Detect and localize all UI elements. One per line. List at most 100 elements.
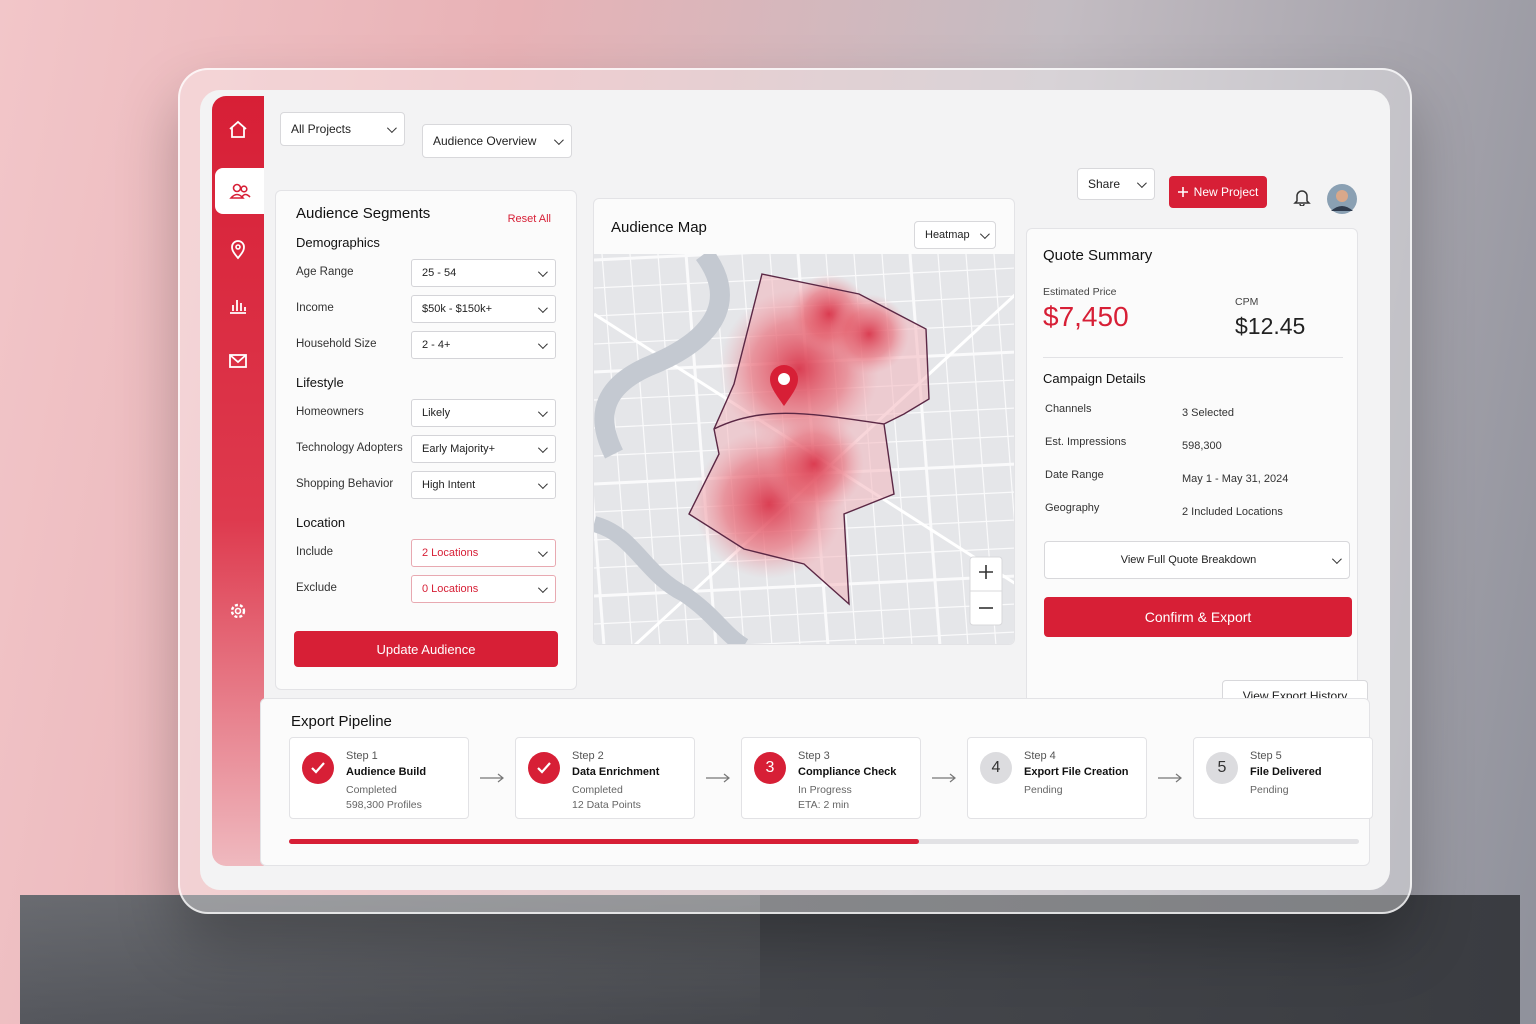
group-title: Location [296,515,346,530]
map-mode-dropdown[interactable]: Heatmap [914,221,996,249]
select-value: Likely [422,407,451,419]
road [657,254,689,644]
pedestal-highlight [20,895,760,1024]
road [594,254,753,262]
step-status: Completed [346,784,397,796]
field-label: Homeowners [296,406,364,418]
share-button[interactable]: Share [1077,168,1155,200]
nav-location[interactable] [212,226,264,272]
field-label: Age Range [296,266,354,278]
arrow-icon [932,773,956,783]
step-check [528,752,560,784]
chevron [1331,553,1342,564]
quote-breakdown-dropdown[interactable]: View Full Quote Breakdown [1044,541,1350,579]
field-select[interactable]: Likely [411,399,556,427]
chevron [386,122,397,133]
field-select[interactable]: High Intent [411,471,556,499]
select-value: Early Majority+ [422,443,496,455]
nav-settings[interactable] [212,588,264,634]
field-select[interactable]: 0 Locations [411,575,556,603]
field-label: Shopping Behavior [296,478,394,490]
field-label: Household Size [296,338,377,350]
step-arrow [1147,773,1193,783]
view-dropdown[interactable]: Audience Overview [422,124,572,158]
nav-messages[interactable] [212,338,264,384]
field-select[interactable]: 2 - 4+ [411,331,556,359]
check-mark [537,762,551,774]
notification-bell[interactable] [1293,188,1311,206]
field-label: Income [296,302,334,314]
river [594,516,749,644]
button-text: New Project [1193,185,1259,199]
panel-title: Export Pipeline [291,713,392,730]
pipeline-step: Step 2 Data Enrichment Completed 12 Data Po… [515,737,695,819]
group-title: Lifestyle [296,375,344,390]
road [594,603,1014,625]
step-label: Step 2 [572,750,604,762]
map-pin[interactable] [770,365,798,406]
nav-analytics[interactable] [212,282,264,328]
zoom-in[interactable] [979,565,993,579]
field-select[interactable]: 25 - 54 [411,259,556,287]
detail-label: Geography [1045,502,1100,514]
road [594,267,1014,289]
detail-label: Date Range [1045,469,1104,481]
arrow-icon [706,773,730,783]
detail-label: Est. Impressions [1045,436,1127,448]
arrow-line [932,773,956,783]
detail-value: 3 Selected [1182,407,1234,419]
projects-dropdown[interactable]: All Projects [280,112,405,146]
step-detail: 12 Data Points [572,799,641,811]
pipeline-steps: Step 1 Audience Build Completed 598,300 Pro… [289,737,1373,819]
nav-audience[interactable] [215,168,264,214]
field-select[interactable]: Early Majority+ [411,435,556,463]
user-avatar[interactable] [1327,184,1357,214]
step-arrow [469,773,515,783]
dropdown-text: Heatmap [925,229,970,241]
sidebar [212,96,264,866]
chevron [537,478,548,489]
export-pipeline-panel: Export Pipeline Step 1 Audience Build Comp… [260,698,1373,866]
step-arrow [921,773,967,783]
step-label: Step 4 [1024,750,1056,762]
pedestal [20,895,1520,1024]
select-value: 0 Locations [422,583,479,595]
field-select[interactable]: 2 Locations [411,539,556,567]
check-mark [311,762,325,774]
select-value: 25 - 54 [422,267,457,279]
step-number: 3 [754,752,786,784]
area-outline [688,273,930,606]
pipeline-step: 5 Step 5 File Delivered Pending [1193,737,1373,819]
detail-value: 2 Included Locations [1182,506,1283,518]
step-name: Audience Build [346,766,427,778]
audience-segments-panel: Audience Segments Reset All Update Audie… [275,190,577,690]
arrow-icon [1158,773,1182,783]
field-select[interactable]: $50k - $150k+ [411,295,556,323]
detail-label: Channels [1045,403,1092,415]
arrow-line [480,773,504,783]
step-label: Step 1 [346,750,378,762]
step-status: Pending [1024,784,1063,796]
nav-home[interactable] [212,106,264,152]
section-title: Campaign Details [1043,371,1146,386]
step-number: 5 [1206,752,1238,784]
field-label: Technology Adopters [296,442,403,454]
reset-link[interactable]: Reset All [507,213,551,225]
audience-map-panel: Audience Map Heatmap [593,198,1015,645]
dropdown-text: All Projects [291,122,352,136]
step-name: Export File Creation [1024,766,1129,778]
pipeline-step: 3 Step 3 Compliance Check In Progress ETA: 2… [741,737,921,819]
heatmap[interactable] [594,254,1015,645]
chevron [537,582,548,593]
chevron [537,338,548,349]
chevron [537,302,548,313]
check-icon [537,762,551,774]
heat-zone [764,414,864,514]
update-audience-button[interactable]: Update Audience [294,631,558,667]
new-project-button[interactable]: New Project [1169,176,1267,208]
chevron [537,406,548,417]
confirm-export-button[interactable]: Confirm & Export [1044,597,1352,637]
arrow-line [706,773,730,783]
